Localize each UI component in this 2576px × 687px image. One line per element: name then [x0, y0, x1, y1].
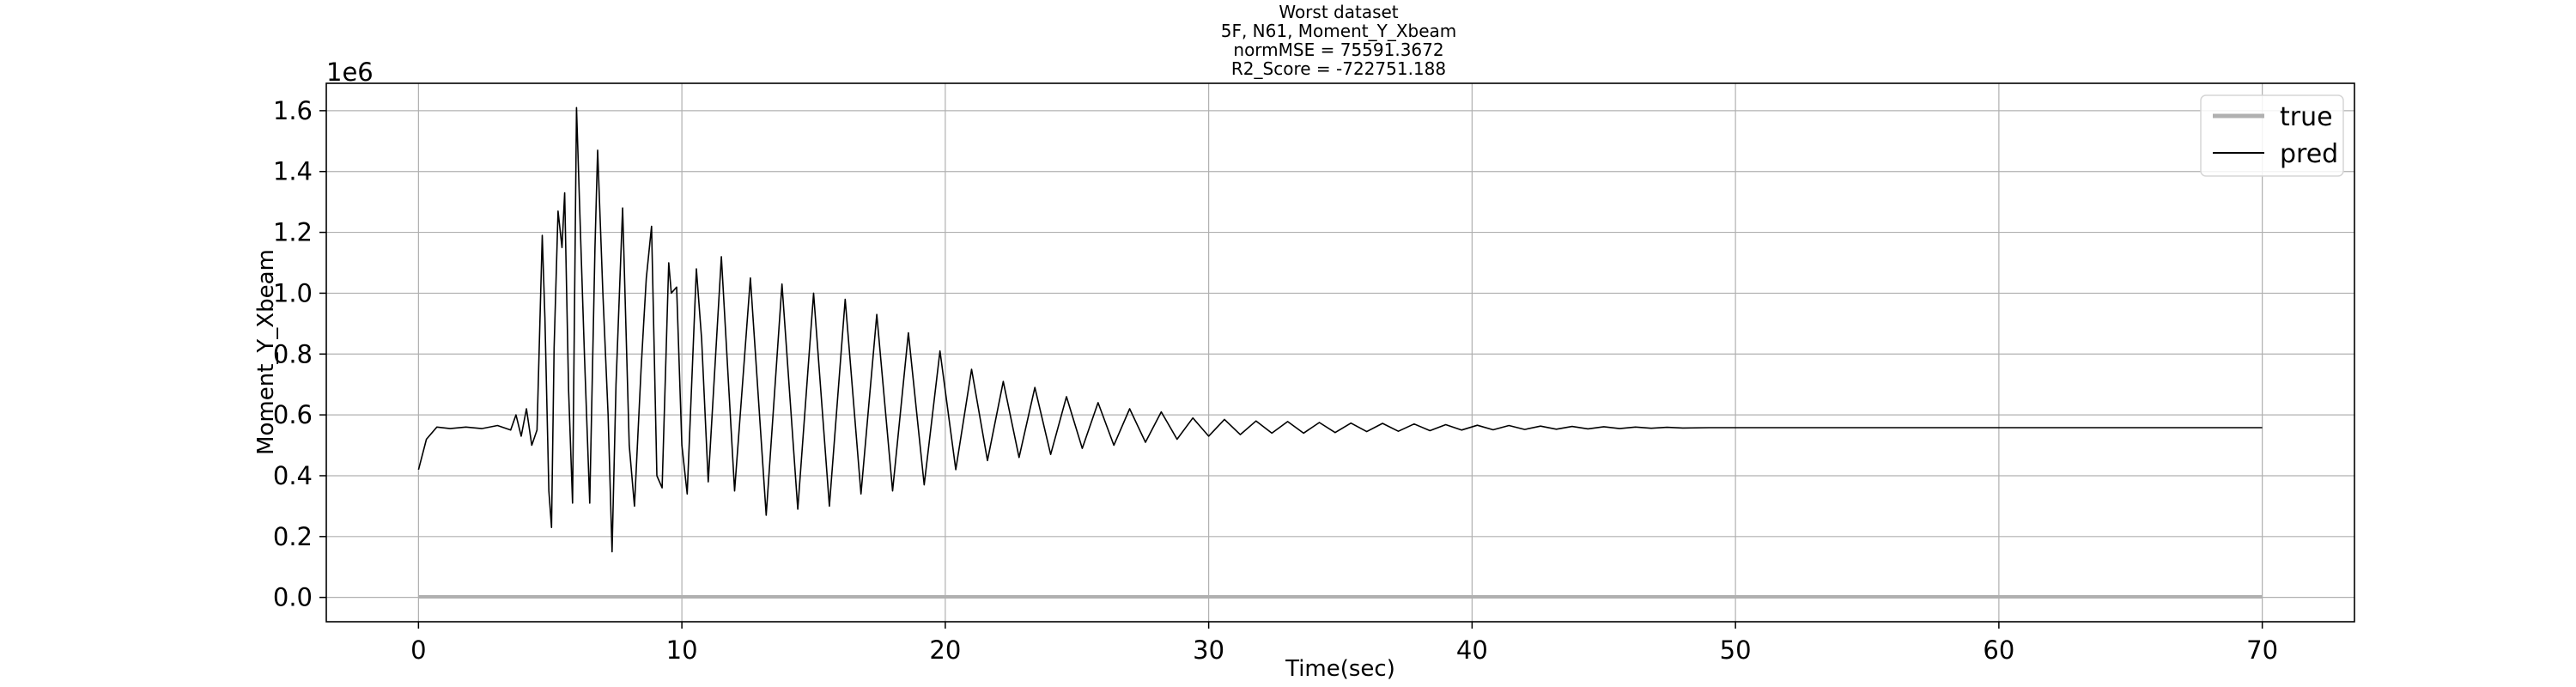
y-offset-label: 1e6 — [326, 58, 374, 87]
x-tick-label: 20 — [929, 635, 961, 665]
x-axis-label: Time(sec) — [1285, 656, 1395, 682]
chart-title: Worst dataset 5F, N61, Moment_Y_Xbeam no… — [1221, 2, 1457, 79]
title-line-4: R2_Score = -722751.188 — [1231, 58, 1446, 79]
y-tick-label: 0.4 — [273, 461, 313, 490]
y-tick-label: 0.6 — [273, 400, 313, 429]
x-axis-ticks: 0 10 20 30 40 50 60 70 — [410, 622, 2278, 665]
y-axis-label: Moment_Y_Xbeam — [253, 249, 279, 455]
x-tick-label: 70 — [2246, 635, 2278, 665]
x-tick-label: 30 — [1193, 635, 1224, 665]
plot-frame — [325, 82, 2355, 623]
series-layer — [417, 106, 2263, 599]
x-tick-label: 10 — [666, 635, 698, 665]
x-tick-label: 50 — [1720, 635, 1752, 665]
x-tick-label: 60 — [1983, 635, 2014, 665]
legend-label-true: true — [2280, 102, 2333, 132]
gridlines — [326, 83, 2354, 622]
y-tick-label: 1.2 — [273, 218, 313, 247]
legend: true pred — [2200, 94, 2344, 177]
y-tick-label: 1.4 — [273, 157, 313, 186]
x-tick-label: 0 — [410, 635, 426, 665]
y-tick-label: 1.6 — [273, 96, 313, 125]
y-axis-ticks: 0.0 0.2 0.4 0.6 0.8 1.0 1.2 1.4 1.6 — [273, 96, 326, 612]
y-tick-label: 0.2 — [273, 522, 313, 551]
title-line-1: Worst dataset — [1279, 2, 1398, 22]
y-tick-label: 0.8 — [273, 339, 313, 368]
y-tick-label: 0.0 — [273, 583, 313, 612]
x-tick-label: 40 — [1456, 635, 1488, 665]
series-line-pred — [417, 106, 2263, 553]
title-line-2: 5F, N61, Moment_Y_Xbeam — [1221, 21, 1457, 41]
legend-label-pred: pred — [2280, 139, 2338, 169]
y-tick-label: 1.0 — [273, 278, 313, 307]
title-line-3: normMSE = 75591.3672 — [1233, 40, 1443, 60]
